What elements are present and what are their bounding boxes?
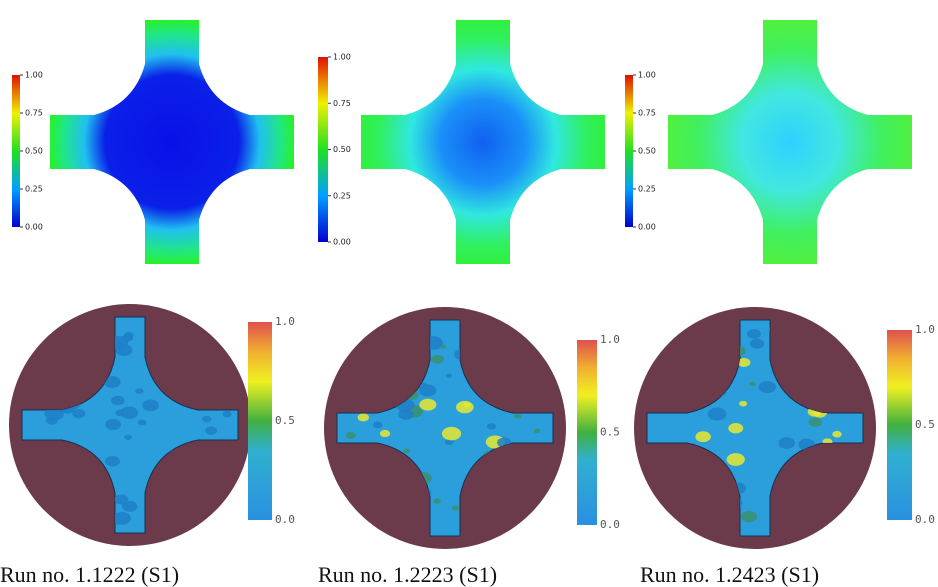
tick-label: 0.5 xyxy=(915,418,935,431)
figure: 1.000.750.500.250.001.000.750.500.250.00… xyxy=(0,0,938,587)
blotch xyxy=(433,499,440,504)
blotch xyxy=(135,388,143,394)
blotch xyxy=(749,382,756,387)
blotch xyxy=(342,329,351,335)
blotch xyxy=(105,419,121,430)
tick-label: 0.5 xyxy=(275,414,295,427)
tick-label: 0.50 xyxy=(333,145,351,154)
blotch xyxy=(142,400,159,412)
blotch xyxy=(205,426,217,434)
caption: Run no. 1.1222 (S1) xyxy=(0,562,179,587)
colorbar xyxy=(625,75,633,227)
tick-label: 1.00 xyxy=(25,71,43,80)
blotch xyxy=(653,329,662,335)
blotch xyxy=(446,374,452,378)
colorbar xyxy=(248,322,272,520)
tick-label: 0.0 xyxy=(600,518,620,531)
blotch xyxy=(809,418,822,427)
colorbar xyxy=(887,330,912,520)
tick-label: 0.75 xyxy=(638,109,656,118)
blotch xyxy=(832,431,841,438)
blotch xyxy=(534,429,540,434)
blotch xyxy=(105,456,120,467)
blotch xyxy=(112,512,130,525)
blotch xyxy=(122,501,137,512)
panels: 1.000.750.500.250.001.000.750.500.250.00… xyxy=(0,20,935,587)
tick-label: 1.00 xyxy=(333,53,351,62)
blotch xyxy=(649,342,664,352)
blotch xyxy=(741,511,757,522)
tick-label: 0.00 xyxy=(638,223,656,232)
tick-label: 0.50 xyxy=(25,147,43,156)
blotch xyxy=(111,396,125,405)
tick-label: 0.0 xyxy=(275,513,295,526)
colorbar xyxy=(577,340,597,525)
tick-label: 0.5 xyxy=(600,426,620,439)
blotch xyxy=(138,419,146,425)
contour-plot xyxy=(361,20,605,264)
blotch xyxy=(739,401,747,407)
blotch xyxy=(456,401,474,413)
blotch xyxy=(404,449,411,454)
blotch xyxy=(728,423,743,433)
tick-label: 0.00 xyxy=(333,238,351,247)
blotch xyxy=(124,434,132,439)
contour-plot xyxy=(50,20,294,264)
blotch xyxy=(122,334,133,342)
blotch xyxy=(115,344,132,356)
tick-label: 0.50 xyxy=(638,147,656,156)
blotch xyxy=(695,431,710,442)
tick-label: 0.25 xyxy=(333,191,351,200)
blotch xyxy=(46,416,58,424)
blotch xyxy=(40,324,54,333)
colorbar xyxy=(318,57,328,242)
blotch xyxy=(442,427,461,440)
blotch xyxy=(452,505,459,510)
blotch xyxy=(202,416,211,423)
blotch xyxy=(750,339,764,349)
tick-label: 1.0 xyxy=(915,323,935,336)
blotch xyxy=(747,329,761,339)
tick-label: 0.25 xyxy=(25,185,43,194)
blotch xyxy=(419,399,436,411)
tick-label: 0.00 xyxy=(25,223,43,232)
blotch xyxy=(373,422,383,429)
blotch xyxy=(463,402,470,407)
tick-label: 1.0 xyxy=(275,315,295,328)
blotch xyxy=(115,409,125,416)
tick-label: 0.0 xyxy=(915,513,935,526)
tick-label: 1.0 xyxy=(600,333,620,346)
tick-label: 0.75 xyxy=(25,109,43,118)
blotch xyxy=(358,414,369,422)
blotch xyxy=(422,383,428,387)
blotch xyxy=(727,453,745,466)
blotch xyxy=(222,411,231,417)
blotch xyxy=(487,423,496,429)
tick-label: 0.75 xyxy=(333,99,351,108)
blotch xyxy=(431,355,444,364)
colorbar xyxy=(12,75,20,227)
blotch xyxy=(419,384,436,396)
blotch xyxy=(708,408,727,421)
tick-label: 1.00 xyxy=(638,71,656,80)
caption: Run no. 1.2423 (S1) xyxy=(640,562,819,587)
blotch xyxy=(778,437,795,449)
contour-plot xyxy=(668,20,912,264)
blotch xyxy=(346,432,356,439)
blotch xyxy=(440,345,446,349)
caption: Run no. 1.2223 (S1) xyxy=(318,562,497,587)
blotch xyxy=(380,430,390,437)
blotch xyxy=(759,381,776,393)
page: 1.000.750.500.250.001.000.750.500.250.00… xyxy=(0,0,938,587)
tick-label: 0.25 xyxy=(638,185,656,194)
blotch xyxy=(514,414,521,419)
